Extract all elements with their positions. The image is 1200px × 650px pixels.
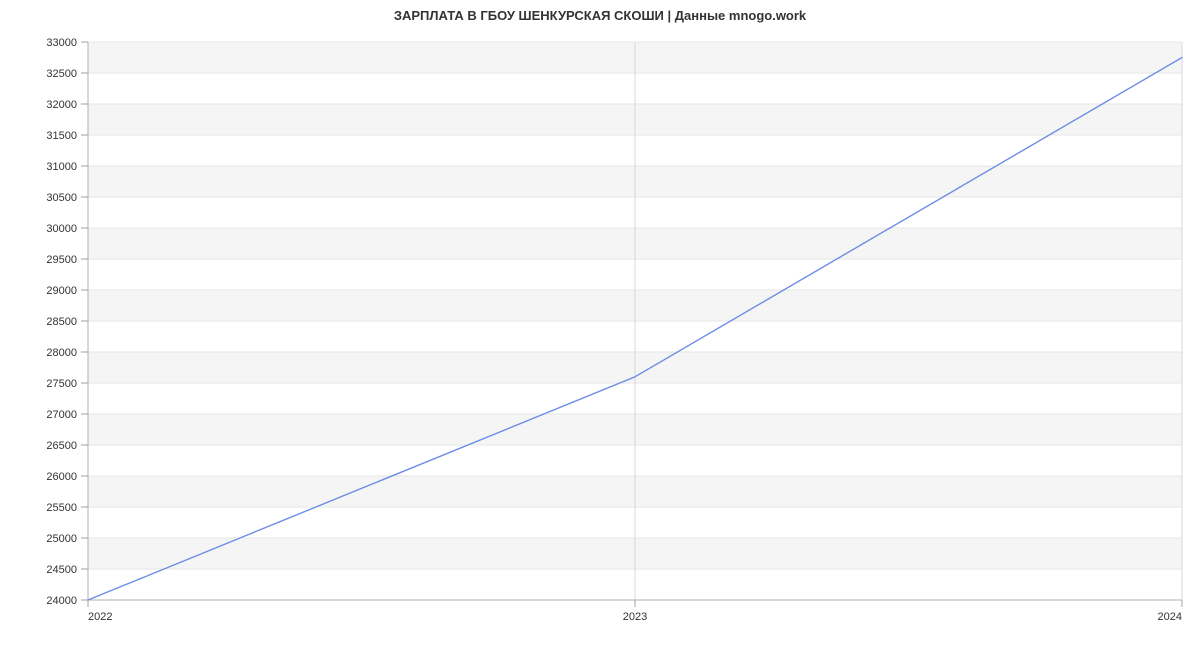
x-tick-label: 2023	[623, 611, 647, 623]
y-tick-label: 31500	[46, 130, 77, 142]
y-tick-label: 27500	[46, 378, 77, 390]
y-tick-label: 32000	[46, 99, 77, 111]
y-tick-label: 33000	[46, 37, 77, 49]
y-tick-label: 32500	[46, 68, 77, 80]
y-tick-label: 29500	[46, 254, 77, 266]
y-tick-label: 24000	[46, 595, 77, 607]
y-tick-label: 25000	[46, 533, 77, 545]
y-tick-label: 25500	[46, 502, 77, 514]
y-tick-label: 26500	[46, 440, 77, 452]
x-tick-label: 2022	[88, 611, 112, 623]
y-tick-label: 30000	[46, 223, 77, 235]
y-tick-label: 28000	[46, 347, 77, 359]
y-tick-label: 31000	[46, 161, 77, 173]
line-chart: 24000 24500 25000 25500 26000 26500 27000 27500…	[0, 0, 1200, 650]
y-tick-label: 28500	[46, 316, 77, 328]
y-tick-label: 27000	[46, 409, 77, 421]
x-tick-label: 2024	[1158, 611, 1182, 623]
y-tick-label: 29000	[46, 285, 77, 297]
y-tick-label: 24500	[46, 564, 77, 576]
y-tick-label: 30500	[46, 192, 77, 204]
y-tick-label: 26000	[46, 471, 77, 483]
